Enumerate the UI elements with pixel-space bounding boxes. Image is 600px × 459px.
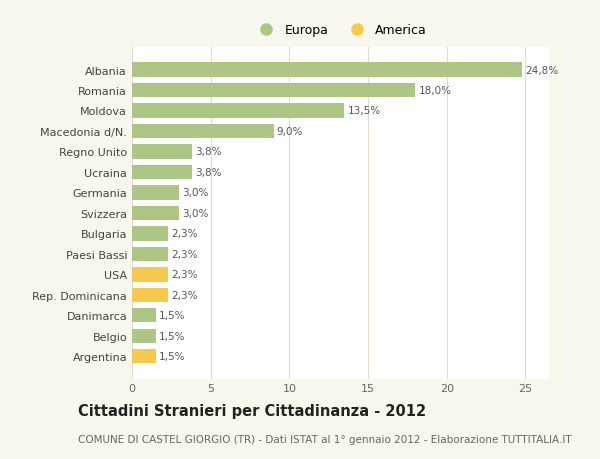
Text: 1,5%: 1,5%: [159, 331, 185, 341]
Bar: [132, 247, 168, 262]
Bar: [132, 145, 192, 159]
Text: 3,8%: 3,8%: [195, 168, 221, 178]
Text: 2,3%: 2,3%: [172, 249, 198, 259]
Bar: [132, 308, 155, 323]
Text: 1,5%: 1,5%: [159, 311, 185, 321]
Text: 24,8%: 24,8%: [526, 65, 559, 75]
Bar: [132, 288, 168, 302]
Bar: [132, 206, 179, 221]
Bar: [132, 227, 168, 241]
Text: 2,3%: 2,3%: [172, 229, 198, 239]
Bar: [132, 124, 274, 139]
Legend: Europa, America: Europa, America: [251, 22, 430, 39]
Text: 18,0%: 18,0%: [418, 86, 451, 96]
Text: 9,0%: 9,0%: [277, 127, 303, 137]
Text: 2,3%: 2,3%: [172, 270, 198, 280]
Text: 3,8%: 3,8%: [195, 147, 221, 157]
Bar: [132, 186, 179, 200]
Bar: [132, 165, 192, 180]
Bar: [132, 329, 155, 343]
Bar: [132, 84, 415, 98]
Text: 2,3%: 2,3%: [172, 290, 198, 300]
Bar: [132, 268, 168, 282]
Bar: [132, 63, 522, 78]
Text: 3,0%: 3,0%: [182, 188, 209, 198]
Text: Cittadini Stranieri per Cittadinanza - 2012: Cittadini Stranieri per Cittadinanza - 2…: [78, 403, 426, 419]
Text: 13,5%: 13,5%: [347, 106, 381, 116]
Bar: [132, 104, 344, 118]
Text: COMUNE DI CASTEL GIORGIO (TR) - Dati ISTAT al 1° gennaio 2012 - Elaborazione TUT: COMUNE DI CASTEL GIORGIO (TR) - Dati IST…: [78, 434, 572, 443]
Bar: [132, 349, 155, 364]
Text: 1,5%: 1,5%: [159, 352, 185, 362]
Text: 3,0%: 3,0%: [182, 208, 209, 218]
